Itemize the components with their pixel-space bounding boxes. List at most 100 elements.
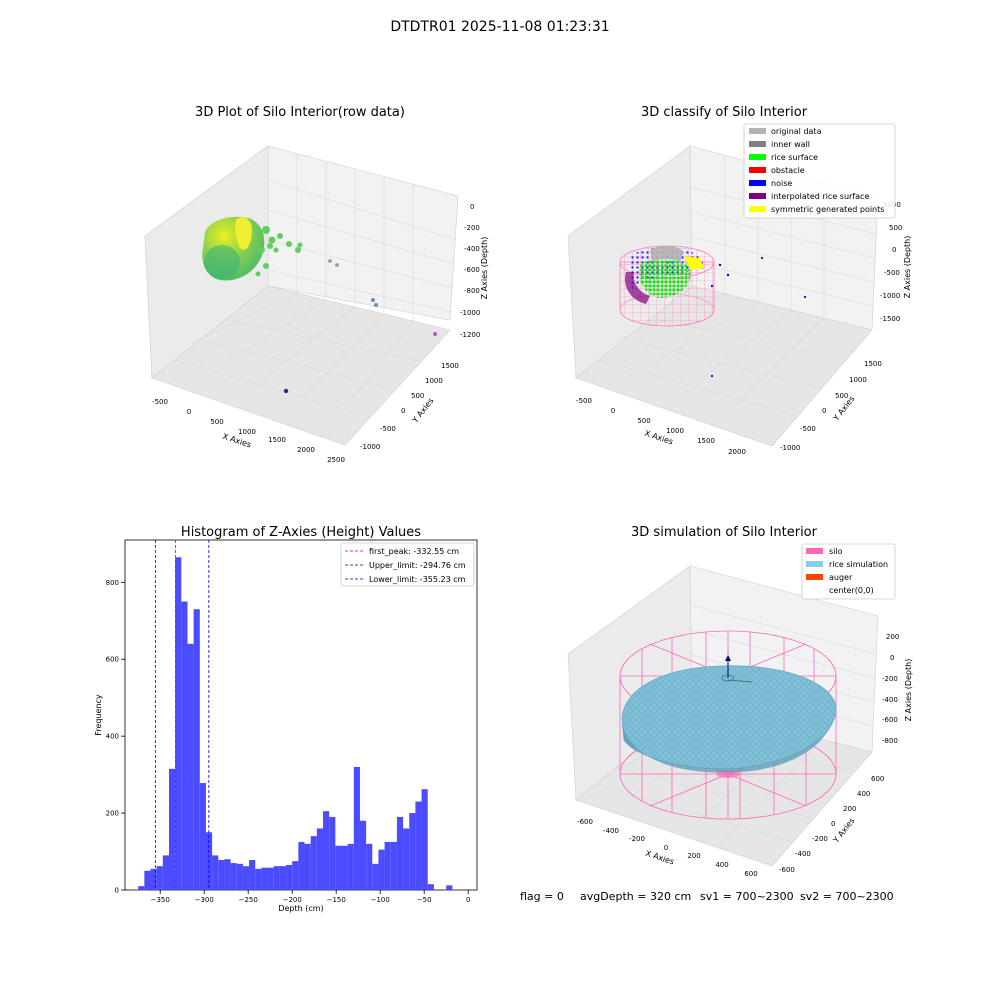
legend-swatch (806, 561, 823, 567)
x-tick-label: -500 (576, 397, 592, 405)
z-tick-label: -600 (882, 716, 898, 724)
x-tick-label: −200 (283, 896, 302, 904)
status-sv1: sv1 = 700~2300 (700, 890, 794, 903)
x-tick-label: 1000 (666, 427, 684, 435)
y-tick-label: 0 (831, 820, 835, 828)
histogram-title: Histogram of Z-Axies (Height) Values (181, 525, 421, 540)
raw-point (283, 388, 289, 394)
raw-scatter-green (255, 226, 303, 277)
raw-x-ticks: -500 0 500 1000 1500 2000 2500 (152, 398, 345, 464)
status-avg-depth: avgDepth = 320 cm (580, 890, 691, 903)
legend-label: original data (771, 127, 822, 136)
legend-label: noise (771, 179, 792, 188)
y-tick-label: 200 (843, 805, 856, 813)
x-tick-label: 2000 (728, 448, 746, 456)
y-tick-label: 400 (106, 733, 119, 741)
histogram-bar (446, 885, 453, 890)
legend-label: obstacle (771, 166, 805, 175)
histogram-bar (181, 601, 188, 890)
y-tick-label: -500 (380, 425, 396, 433)
legend-label: rice simulation (829, 560, 888, 569)
histogram-bars (138, 557, 453, 890)
histogram-bar (396, 816, 404, 890)
simulation-xlabel: X Axies (644, 849, 675, 867)
histogram-bar (421, 789, 428, 890)
status-sv2: sv2 = 700~2300 (800, 890, 894, 903)
y-tick-label: -200 (812, 835, 828, 843)
z-tick-label: -600 (464, 266, 480, 274)
legend-label: interpolated rice surface (771, 192, 869, 201)
z-tick-label: -800 (882, 737, 898, 745)
histogram-bar (230, 863, 237, 890)
panel-classify-3d: 3D classify of Silo Interior (567, 105, 912, 456)
histogram-bar (341, 845, 348, 890)
histogram-bar (335, 845, 342, 890)
x-tick-label: 1500 (697, 437, 715, 445)
z-tick-label: 0 (892, 246, 896, 254)
simulation-legend: silo rice simulation auger center(0,0) (801, 543, 896, 600)
y-tick-label: 0 (115, 887, 119, 895)
histogram-bar (390, 841, 397, 890)
x-tick-label: -500 (152, 398, 168, 406)
legend-swatch (749, 180, 766, 186)
z-tick-label: -1000 (460, 309, 480, 317)
classify-y-ticks: 1500 1000 500 0 -500 -1000 (780, 360, 882, 452)
z-tick-label: -500 (884, 269, 900, 277)
legend-swatch (749, 154, 766, 160)
histogram-x-ticks: −350 −300 −250 −200 −150 −100 −50 0 (151, 890, 470, 904)
histogram-bar (169, 768, 176, 890)
histogram-bar (144, 870, 151, 890)
legend-label: inner wall (771, 140, 810, 149)
classify-rice-surface-points (639, 259, 691, 298)
x-tick-label: 0 (466, 896, 470, 904)
legend-label: Upper_limit: -294.76 cm (369, 561, 466, 570)
legend-swatch (806, 574, 823, 580)
histogram-bar (415, 801, 422, 890)
histogram-bar (199, 783, 206, 890)
histogram-bar (162, 855, 169, 890)
histogram-bar (304, 843, 311, 890)
histogram-bar (175, 557, 182, 890)
x-tick-label: 400 (715, 861, 728, 869)
z-tick-label: -800 (464, 287, 480, 295)
z-tick-label: -1200 (460, 331, 480, 339)
raw-yellow-crest (235, 217, 252, 250)
x-tick-label: 600 (744, 870, 757, 878)
y-tick-label: 0 (822, 407, 826, 415)
raw-z-ticks: 0 -200 -400 -600 -800 -1000 -1200 (460, 203, 480, 339)
histogram-reference-lines (155, 540, 210, 890)
simulation-plot-title: 3D simulation of Silo Interior (631, 525, 818, 540)
histogram-bar (427, 884, 434, 890)
y-tick-label: 200 (106, 810, 119, 818)
classify-isolated-noise (710, 256, 807, 378)
histogram-bar (353, 766, 360, 890)
x-tick-label: 0 (664, 844, 668, 852)
raw-zlabel: Z Axies (Depth) (480, 237, 489, 300)
legend-label: center(0,0) (829, 586, 874, 595)
x-tick-label: −350 (151, 896, 170, 904)
classify-plot-title: 3D classify of Silo Interior (641, 105, 808, 120)
histogram-bar (242, 866, 250, 890)
histogram-bar (359, 820, 367, 890)
simulation-center-marker (725, 655, 731, 661)
y-tick-label: 1000 (849, 376, 867, 384)
simulation-z-ticks: 200 0 -200 -400 -600 -800 (882, 633, 899, 745)
x-tick-label: −250 (239, 896, 258, 904)
legend-label: auger (829, 573, 853, 582)
histogram-bar (286, 865, 293, 890)
histogram-bar (403, 828, 410, 890)
histogram-bar (249, 860, 256, 890)
x-tick-label: 200 (687, 852, 700, 860)
x-tick-label: -400 (603, 827, 619, 835)
x-tick-label: −300 (195, 896, 214, 904)
classify-zlabel: Z Axies (Depth) (903, 236, 912, 299)
x-tick-label: 1500 (268, 436, 286, 444)
x-tick-label: 1000 (238, 428, 256, 436)
raw-point (374, 303, 378, 307)
y-tick-label: 500 (411, 392, 424, 400)
y-tick-label: 0 (401, 407, 405, 415)
raw-ylabel: Y Axies (410, 396, 436, 425)
x-tick-label: −100 (371, 896, 390, 904)
status-line: flag = 0 avgDepth = 320 cm sv1 = 700~230… (520, 890, 894, 903)
legend-swatch (806, 548, 823, 554)
